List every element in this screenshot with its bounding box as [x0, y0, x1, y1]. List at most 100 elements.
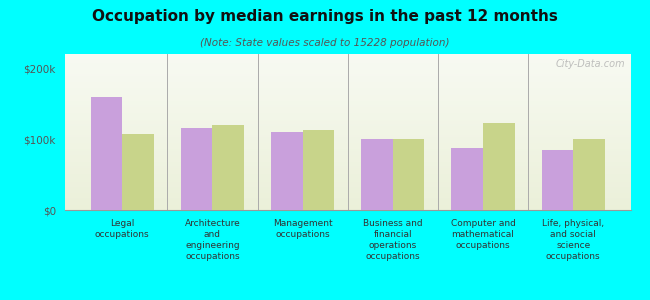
- Bar: [65, 149, 630, 151]
- Bar: [91, 97, 122, 210]
- Bar: [65, 127, 630, 129]
- Text: Occupation by median earnings in the past 12 months: Occupation by median earnings in the pas…: [92, 9, 558, 24]
- Bar: [65, 68, 630, 70]
- Bar: [65, 179, 630, 180]
- Bar: [65, 126, 630, 127]
- Bar: [452, 148, 483, 210]
- Bar: [65, 151, 630, 152]
- Bar: [65, 98, 630, 99]
- Bar: [65, 94, 630, 96]
- Bar: [65, 193, 630, 194]
- Bar: [65, 106, 630, 107]
- Bar: [65, 130, 630, 132]
- Bar: [65, 152, 630, 154]
- Bar: [65, 99, 630, 101]
- Bar: [65, 121, 630, 123]
- Bar: [65, 87, 630, 88]
- Bar: [65, 116, 630, 118]
- Bar: [65, 73, 630, 74]
- Bar: [65, 54, 630, 56]
- Bar: [65, 82, 630, 84]
- Bar: [65, 143, 630, 145]
- Bar: [65, 158, 630, 160]
- Bar: [181, 128, 213, 210]
- Bar: [271, 132, 303, 210]
- Bar: [65, 160, 630, 162]
- Bar: [65, 84, 630, 85]
- Bar: [65, 74, 630, 76]
- Bar: [65, 123, 630, 124]
- Bar: [65, 182, 630, 184]
- Bar: [65, 137, 630, 138]
- Bar: [65, 112, 630, 113]
- Bar: [65, 208, 630, 210]
- Bar: [65, 90, 630, 92]
- Bar: [65, 88, 630, 90]
- Bar: [303, 130, 334, 210]
- Bar: [65, 79, 630, 80]
- Bar: [65, 196, 630, 197]
- Bar: [65, 92, 630, 93]
- Bar: [65, 138, 630, 140]
- Bar: [122, 134, 154, 210]
- Bar: [65, 157, 630, 158]
- Bar: [65, 180, 630, 182]
- Bar: [65, 67, 630, 68]
- Bar: [65, 85, 630, 87]
- Bar: [65, 135, 630, 137]
- Bar: [65, 70, 630, 71]
- Bar: [65, 140, 630, 141]
- Bar: [65, 60, 630, 62]
- Bar: [65, 141, 630, 143]
- Bar: [65, 65, 630, 67]
- Bar: [65, 184, 630, 185]
- Bar: [65, 191, 630, 193]
- Bar: [65, 187, 630, 188]
- Bar: [65, 93, 630, 94]
- Bar: [541, 150, 573, 210]
- Bar: [65, 134, 630, 135]
- Bar: [65, 119, 630, 121]
- Bar: [573, 139, 604, 210]
- Bar: [65, 113, 630, 115]
- Bar: [65, 96, 630, 98]
- Bar: [65, 146, 630, 148]
- Bar: [65, 155, 630, 157]
- Bar: [65, 194, 630, 196]
- Bar: [65, 63, 630, 65]
- Bar: [65, 109, 630, 110]
- Bar: [65, 110, 630, 112]
- Bar: [65, 104, 630, 106]
- Bar: [65, 80, 630, 82]
- Bar: [65, 59, 630, 60]
- Bar: [65, 190, 630, 191]
- Bar: [65, 132, 630, 134]
- Bar: [65, 71, 630, 73]
- Bar: [65, 174, 630, 176]
- Bar: [65, 204, 630, 205]
- Bar: [65, 197, 630, 199]
- Bar: [65, 205, 630, 207]
- Bar: [65, 145, 630, 146]
- Bar: [65, 171, 630, 172]
- Bar: [213, 125, 244, 210]
- Bar: [65, 202, 630, 204]
- Bar: [65, 176, 630, 177]
- Bar: [65, 166, 630, 168]
- Bar: [65, 115, 630, 116]
- Bar: [65, 188, 630, 190]
- Bar: [65, 165, 630, 166]
- Bar: [65, 107, 630, 109]
- Bar: [65, 76, 630, 77]
- Bar: [65, 154, 630, 155]
- Text: City-Data.com: City-Data.com: [555, 59, 625, 69]
- Bar: [65, 77, 630, 79]
- Bar: [65, 102, 630, 104]
- Bar: [65, 162, 630, 163]
- Bar: [65, 101, 630, 102]
- Bar: [65, 118, 630, 119]
- Bar: [65, 201, 630, 202]
- Text: (Note: State values scaled to 15228 population): (Note: State values scaled to 15228 popu…: [200, 38, 450, 47]
- Bar: [393, 139, 424, 210]
- Bar: [65, 177, 630, 179]
